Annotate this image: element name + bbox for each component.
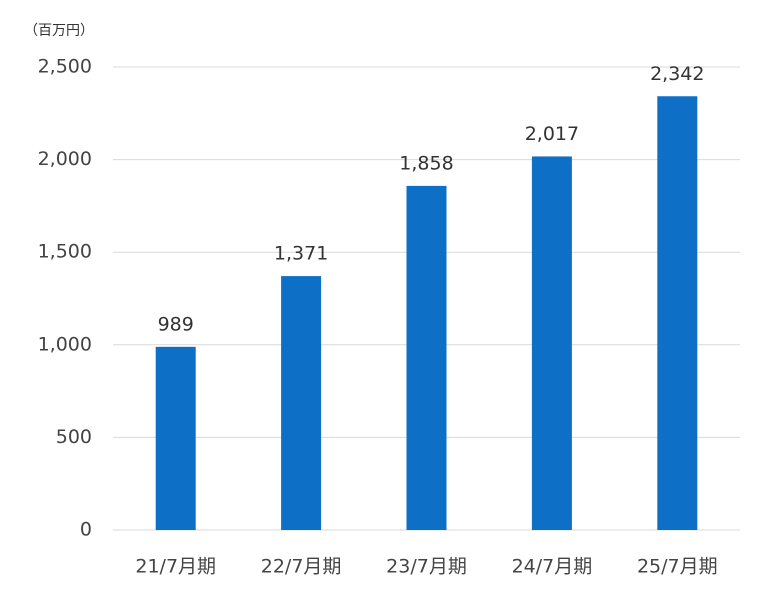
x-tick-label: 24/7月期	[512, 556, 593, 578]
bar	[406, 185, 447, 530]
y-tick-label: 500	[56, 426, 92, 448]
y-tick-label: 0	[80, 519, 92, 541]
y-tick-label: 2,500	[38, 56, 92, 78]
data-label: 1,371	[274, 243, 328, 265]
x-tick-label: 25/7月期	[637, 556, 718, 578]
bar	[281, 276, 322, 530]
data-label: 989	[158, 313, 194, 335]
data-label: 2,017	[525, 123, 579, 145]
x-tick-label: 21/7月期	[135, 556, 216, 578]
y-tick-label: 1,000	[38, 333, 92, 355]
y-tick-label: 1,500	[38, 241, 92, 263]
data-label: 1,858	[399, 152, 453, 174]
bar	[531, 156, 572, 530]
x-tick-label: 23/7月期	[386, 556, 467, 578]
x-tick-label: 22/7月期	[261, 556, 342, 578]
bar	[155, 346, 196, 530]
bar	[657, 96, 698, 530]
y-tick-label: 2,000	[38, 148, 92, 170]
data-label: 2,342	[650, 63, 704, 85]
unit-label: （百万円）	[24, 23, 94, 39]
